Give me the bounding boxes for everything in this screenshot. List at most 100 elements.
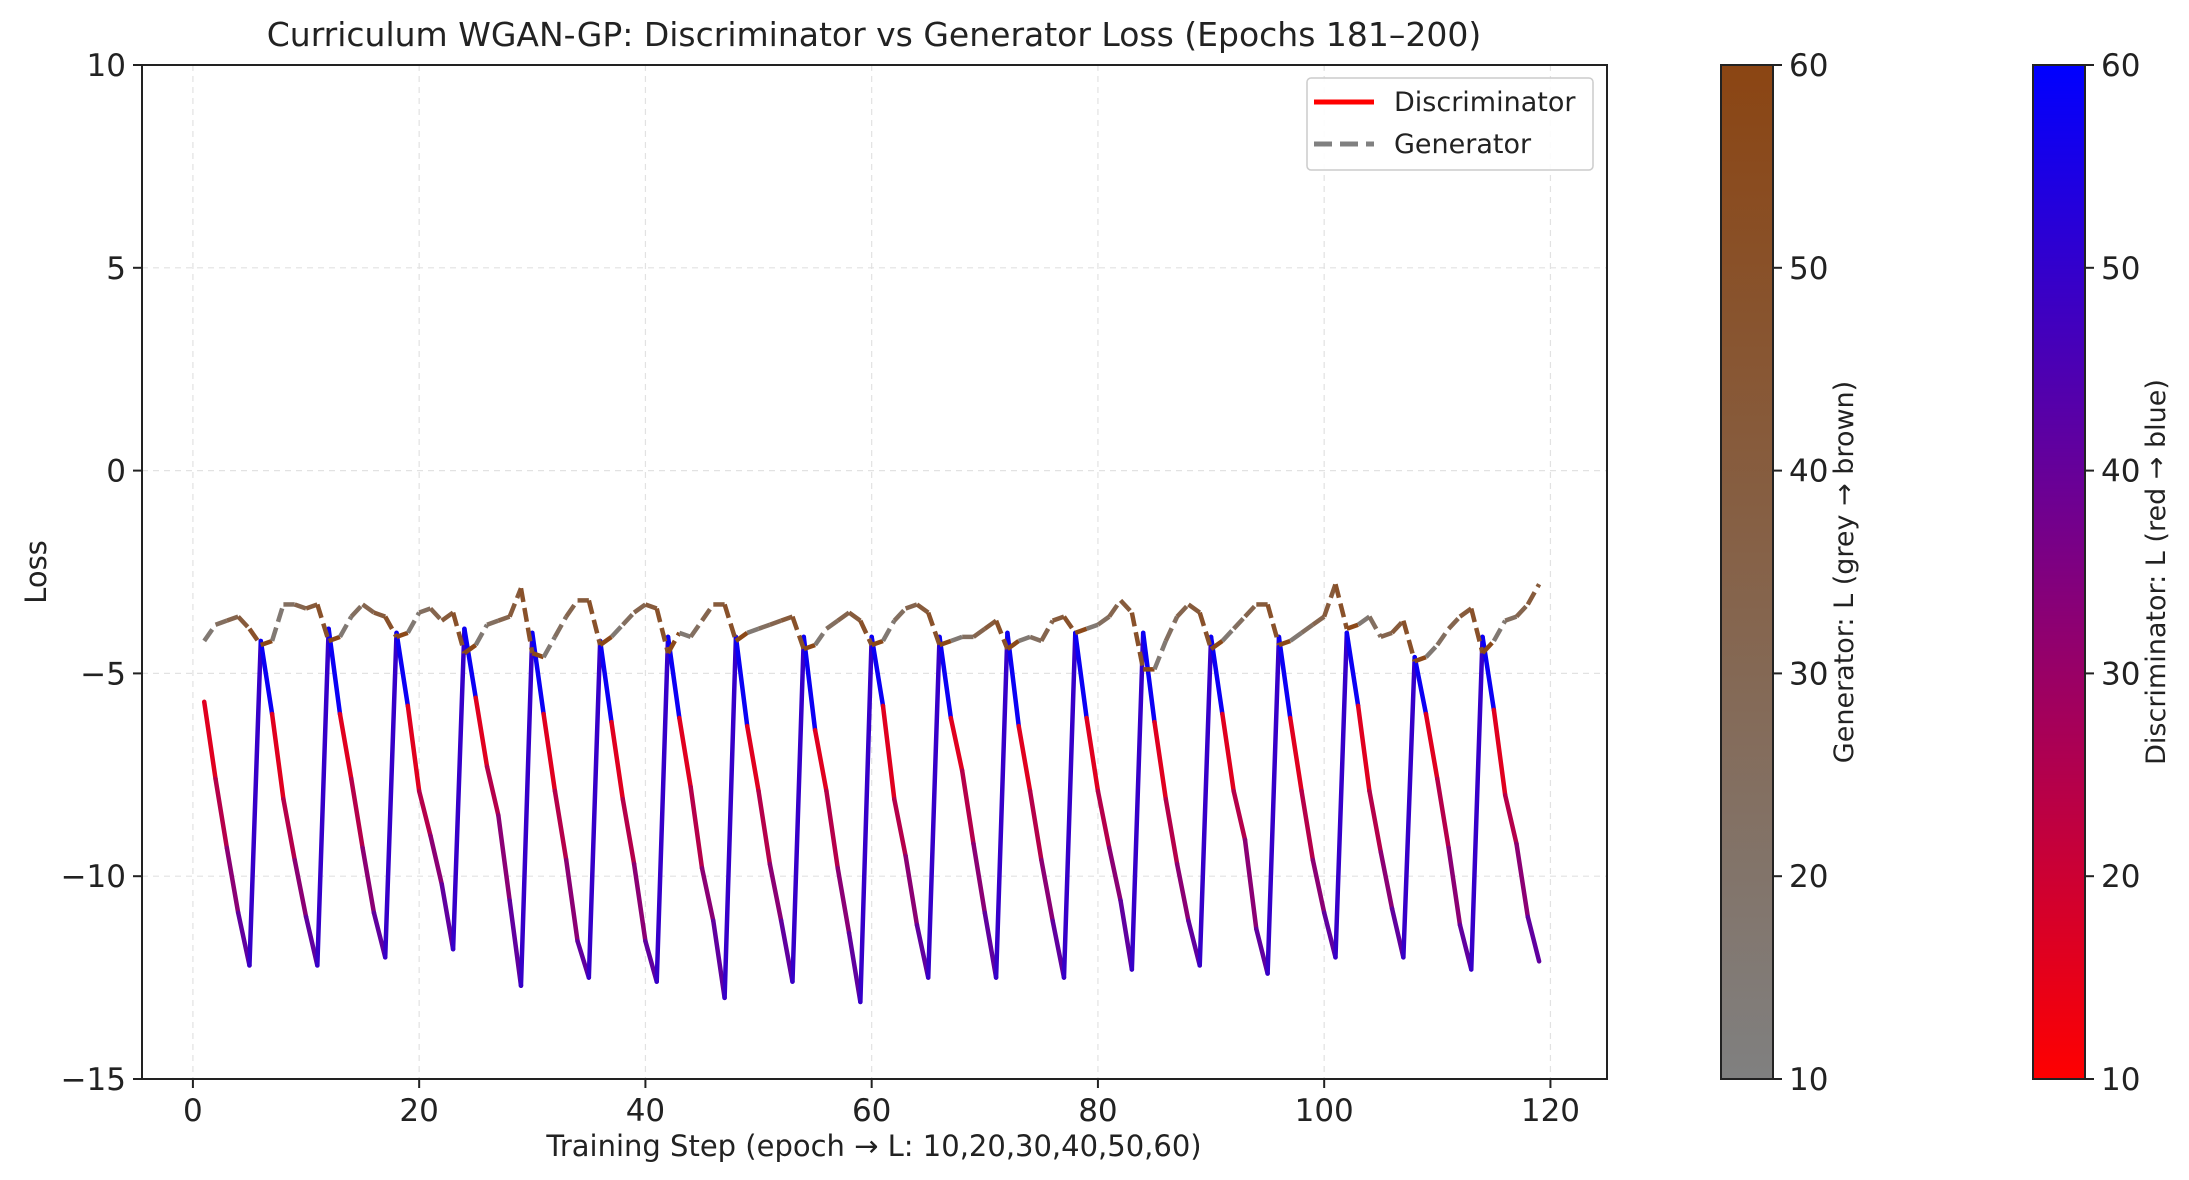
generator-line-segment: [1017, 634, 1031, 644]
generator-line-segment: [632, 602, 647, 615]
y-axis: 10 5 0 −5 −10 −15: [61, 48, 142, 1098]
discriminator-line-segment: [1073, 630, 1089, 721]
generator-line-segment: [688, 619, 704, 639]
discriminator-line-segment: [1491, 707, 1508, 798]
generator-line-segment: [1062, 615, 1078, 635]
generator-line-segment: [790, 615, 806, 650]
x-axis-label: Training Step (epoch → L: 10,20,30,40,50…: [545, 1129, 1201, 1163]
generator-line-segment: [269, 603, 286, 642]
generator-line-segment: [361, 602, 376, 615]
generator-line-segment: [1039, 619, 1055, 643]
legend-label-discriminator: Discriminator: [1394, 87, 1576, 118]
discriminator-line-segment: [1084, 715, 1101, 794]
discriminator-line-segment: [835, 865, 852, 936]
generator-line-segment: [214, 618, 228, 627]
x-axis: 0 20 40 60 80 100 120: [183, 1079, 1580, 1129]
generator-line-segment: [1504, 614, 1518, 623]
discriminator-line-segment: [1502, 792, 1519, 847]
discriminator-line-segment: [1140, 630, 1157, 725]
generator-line-segment: [803, 642, 816, 652]
discriminator-line-segment: [1220, 711, 1236, 794]
legend: Discriminator Generator: [1306, 77, 1594, 171]
generator-line-segment: [428, 606, 444, 623]
discriminator-line-segment: [1118, 898, 1135, 972]
discriminator-line-segment: [269, 711, 286, 802]
generator-line-segment: [644, 602, 658, 611]
y-tick-label: −5: [80, 656, 126, 692]
generator-line-segment: [722, 603, 739, 642]
discriminator-line-segment: [292, 857, 309, 920]
generator-line-segment: [1379, 630, 1393, 640]
discriminator-line-segment: [824, 788, 840, 871]
discriminator-line-segment: [869, 634, 886, 709]
discriminator-line-segment: [1412, 654, 1429, 717]
generator-line-segment: [1118, 598, 1134, 615]
discriminator-line-segment: [1344, 630, 1361, 709]
discriminator-line-segment: [586, 638, 603, 980]
generator-line-segment: [666, 631, 682, 655]
discriminator-line-segment: [1514, 841, 1531, 920]
discriminator-line-segment: [1061, 630, 1078, 980]
generator-line-segment: [564, 599, 580, 618]
discriminator-line-segment: [880, 703, 897, 802]
y-tick-label: 0: [106, 454, 126, 490]
discriminator-line-segment: [1378, 849, 1395, 911]
x-tick-label: 0: [183, 1093, 203, 1129]
colorbar-tick-label: 60: [2101, 48, 2140, 84]
discriminator-line-segment: [1287, 715, 1304, 794]
generator-line-segment: [938, 638, 952, 648]
generator-line-segment: [769, 618, 782, 627]
generator-line-segment: [1209, 639, 1224, 651]
generator-line-segment: [892, 606, 908, 623]
generator-line-segment: [1356, 614, 1371, 627]
generator-line-segment: [1525, 583, 1542, 606]
discriminator-series: [201, 626, 1542, 1005]
discriminator-line-segment: [1525, 914, 1542, 964]
discriminator-line-segment: [892, 796, 908, 859]
generator-colorbar-label: Generator: L (grey → brown): [1829, 381, 1860, 763]
discriminator-line-segment: [631, 861, 648, 944]
generator-line-segment: [904, 602, 918, 611]
discriminator-line-segment: [722, 634, 739, 1001]
generator-line-segment: [1390, 619, 1406, 635]
generator-line-segment: [609, 623, 625, 639]
discriminator-line-segment: [971, 841, 988, 915]
generator-line-segment: [1435, 627, 1451, 647]
generator-line-segment: [926, 611, 942, 646]
discriminator-line-segment: [1016, 723, 1033, 794]
discriminator-colorbar: 60 50 40 30 20 10 Discriminator: L (red → blu…: [2032, 48, 2172, 1098]
colorbar-tick-label: 20: [2101, 859, 2140, 895]
discriminator-line-segment: [1197, 634, 1214, 968]
discriminator-line-segment: [1163, 796, 1180, 867]
generator-line-segment: [950, 634, 963, 644]
discriminator-line-segment: [484, 764, 501, 818]
discriminator-line-segment: [360, 845, 377, 915]
discriminator-line-segment: [416, 788, 433, 838]
generator-line-segment: [1163, 615, 1180, 642]
generator-line-segment: [247, 627, 263, 647]
generator-line-segment: [1175, 602, 1191, 619]
discriminator-line-segment: [597, 638, 614, 725]
discriminator-line-segment: [948, 715, 965, 773]
discriminator-line-segment: [1310, 857, 1327, 915]
generator-line-segment: [1311, 614, 1326, 627]
generator-line-segment: [994, 619, 1010, 650]
generator-line-segment: [405, 611, 422, 634]
generator-line-segment: [518, 587, 535, 654]
generator-line-segment: [1085, 622, 1099, 631]
generator-line-segment: [1220, 627, 1236, 643]
discriminator-line-segment: [201, 699, 218, 782]
discriminator-line-segment: [337, 711, 354, 782]
generator-line-segment: [813, 627, 829, 647]
discriminator-line-segment: [450, 626, 467, 952]
x-tick-label: 40: [626, 1093, 665, 1129]
generator-line-segment: [621, 611, 636, 627]
discriminator-line-segment: [1468, 634, 1485, 972]
discriminator-line-segment: [1174, 861, 1191, 924]
generator-line-segment: [450, 611, 467, 654]
x-tick-label: 20: [399, 1093, 438, 1129]
x-tick-label: 120: [1521, 1093, 1580, 1129]
colorbar-tick-label: 10: [1789, 1062, 1828, 1098]
generator-line-segment: [825, 618, 840, 631]
generator-line-segment: [972, 626, 987, 639]
